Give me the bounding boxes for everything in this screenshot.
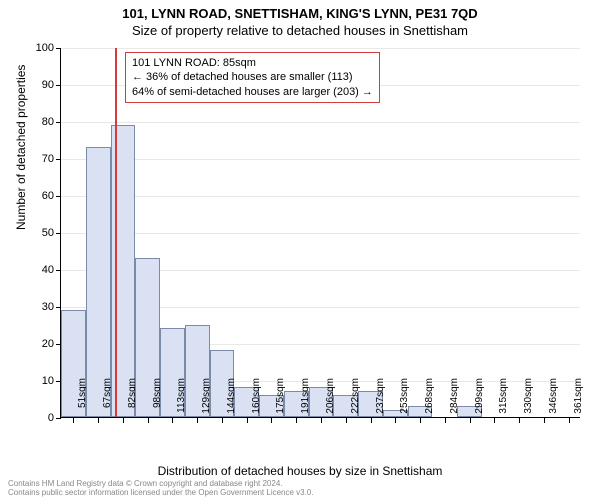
y-tick-mark	[56, 418, 61, 419]
x-tick-mark	[148, 418, 149, 423]
x-tick-mark	[123, 418, 124, 423]
y-tick-label: 60	[24, 190, 54, 202]
x-tick-mark	[247, 418, 248, 423]
y-tick-mark	[56, 48, 61, 49]
x-tick-label: 330sqm	[523, 378, 534, 422]
x-tick-mark	[346, 418, 347, 423]
x-tick-mark	[395, 418, 396, 423]
x-tick-mark	[98, 418, 99, 423]
y-tick-label: 0	[24, 412, 54, 424]
histogram-bar	[111, 125, 136, 417]
info-line-2: ← 36% of detached houses are smaller (11…	[132, 70, 373, 84]
y-tick-label: 20	[24, 338, 54, 350]
x-tick-mark	[470, 418, 471, 423]
y-tick-mark	[56, 270, 61, 271]
x-axis-title: Distribution of detached houses by size …	[0, 464, 600, 478]
gridline	[61, 233, 580, 234]
x-tick-mark	[197, 418, 198, 423]
footer-line-2: Contains public sector information licen…	[8, 489, 314, 498]
x-tick-mark	[222, 418, 223, 423]
x-tick-label: 299sqm	[474, 378, 485, 422]
x-tick-label: 346sqm	[548, 378, 559, 422]
gridline	[61, 159, 580, 160]
x-tick-mark	[73, 418, 74, 423]
footer-attribution: Contains HM Land Registry data © Crown c…	[8, 480, 314, 498]
info-box: 101 LYNN ROAD: 85sqm← 36% of detached ho…	[125, 52, 380, 103]
x-tick-mark	[271, 418, 272, 423]
plot-area: 010203040506070809010051sqm67sqm82sqm98s…	[60, 48, 580, 418]
x-tick-mark	[321, 418, 322, 423]
info-line-3: 64% of semi-detached houses are larger (…	[132, 85, 373, 99]
page-subtitle: Size of property relative to detached ho…	[0, 21, 600, 38]
histogram-chart: 010203040506070809010051sqm67sqm82sqm98s…	[60, 48, 580, 418]
y-tick-mark	[56, 159, 61, 160]
x-tick-mark	[519, 418, 520, 423]
info-line-1: 101 LYNN ROAD: 85sqm	[132, 56, 373, 70]
x-tick-label: 268sqm	[424, 378, 435, 422]
gridline	[61, 196, 580, 197]
y-tick-mark	[56, 307, 61, 308]
page-title: 101, LYNN ROAD, SNETTISHAM, KING'S LYNN,…	[0, 0, 600, 21]
y-tick-mark	[56, 233, 61, 234]
y-tick-mark	[56, 85, 61, 86]
x-tick-mark	[172, 418, 173, 423]
x-tick-mark	[371, 418, 372, 423]
y-tick-label: 70	[24, 153, 54, 165]
x-tick-mark	[420, 418, 421, 423]
y-tick-label: 50	[24, 227, 54, 239]
histogram-bar	[86, 147, 111, 417]
y-tick-label: 100	[24, 42, 54, 54]
gridline	[61, 48, 580, 49]
x-tick-label: 315sqm	[498, 378, 509, 422]
x-tick-label: 361sqm	[573, 378, 584, 422]
x-tick-mark	[544, 418, 545, 423]
property-marker-line	[115, 48, 117, 417]
gridline	[61, 122, 580, 123]
x-tick-mark	[494, 418, 495, 423]
y-tick-mark	[56, 122, 61, 123]
y-tick-mark	[56, 196, 61, 197]
y-tick-label: 10	[24, 375, 54, 387]
y-tick-label: 30	[24, 301, 54, 313]
y-tick-label: 90	[24, 79, 54, 91]
x-tick-mark	[296, 418, 297, 423]
x-tick-mark	[569, 418, 570, 423]
x-tick-mark	[445, 418, 446, 423]
y-tick-label: 40	[24, 264, 54, 276]
y-tick-label: 80	[24, 116, 54, 128]
